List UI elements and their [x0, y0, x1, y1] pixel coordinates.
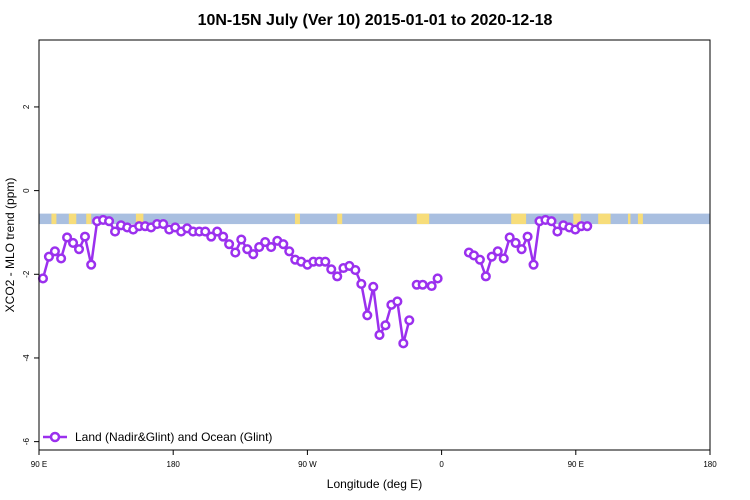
data-point	[480, 271, 491, 282]
y-tick-label: 0	[22, 188, 31, 193]
data-point	[432, 273, 443, 284]
land-band-segment	[598, 213, 611, 225]
x-tick-label: 90 E	[568, 460, 584, 469]
data-point	[284, 246, 295, 257]
data-point	[516, 244, 527, 255]
ocean-band	[39, 213, 710, 225]
data-point	[200, 226, 211, 237]
data-point	[474, 254, 485, 265]
data-point	[350, 265, 361, 276]
data-point	[510, 237, 521, 248]
y-tick-label: 2	[22, 104, 31, 109]
y-tick-label: -4	[22, 354, 31, 362]
land-band-segment	[86, 213, 92, 225]
data-point	[278, 239, 289, 250]
data-point	[404, 315, 415, 326]
chart-title: 10N-15N July (Ver 10) 2015-01-01 to 2020…	[198, 12, 553, 29]
data-point	[528, 259, 539, 270]
x-tick-label: 180	[167, 460, 181, 469]
data-point	[492, 246, 503, 257]
y-tick-label: -6	[22, 438, 31, 446]
data-point	[486, 251, 497, 262]
land-band-segment	[294, 213, 300, 225]
x-tick-label: 90 E	[31, 460, 47, 469]
data-point	[37, 273, 49, 284]
data-point	[266, 242, 277, 253]
land-band-segment	[337, 213, 343, 225]
data-point	[582, 221, 593, 232]
data-point	[49, 246, 60, 257]
data-point	[248, 249, 259, 260]
legend-marker	[49, 431, 61, 443]
data-point	[368, 281, 379, 292]
land-band-segment	[416, 213, 430, 225]
land-band-segment	[511, 213, 527, 225]
data-point	[62, 232, 73, 243]
y-axis-label: XCO2 - MLO trend (ppm)	[3, 178, 17, 313]
data-point	[260, 237, 271, 248]
data-point	[79, 231, 91, 242]
data-point	[109, 226, 121, 237]
x-tick-label: 90 W	[298, 460, 317, 469]
data-point	[380, 320, 391, 331]
series-land-ocean	[37, 214, 593, 349]
data-point	[498, 253, 509, 264]
data-point	[158, 219, 169, 230]
data-point	[73, 244, 85, 255]
x-tick-label: 180	[703, 460, 717, 469]
data-point	[218, 231, 229, 242]
plot-frame	[38, 39, 711, 451]
land-band-segment	[637, 213, 643, 225]
data-point	[504, 232, 515, 243]
data-point	[56, 253, 67, 264]
x-tick-label: 0	[439, 460, 444, 469]
data-point	[206, 231, 217, 242]
x-axis: 90 E 180 90 W 0 90 E 180	[31, 450, 717, 469]
data-point	[426, 280, 437, 292]
data-point	[356, 278, 367, 289]
legend: Land (Nadir&Glint) and Ocean (Glint)	[43, 430, 272, 444]
data-point	[417, 279, 428, 290]
data-point	[254, 242, 265, 253]
land-band-segment	[135, 213, 144, 225]
data-point	[86, 259, 97, 270]
land-band-segment	[573, 213, 581, 225]
data-point	[320, 256, 331, 267]
land-band-segment	[627, 213, 631, 225]
data-point	[212, 226, 223, 237]
data-point	[552, 226, 563, 237]
data-point	[242, 244, 253, 255]
x-axis-label: Longitude (deg E)	[327, 477, 422, 491]
land-band-segment	[51, 213, 57, 225]
data-point	[224, 239, 235, 250]
data-point	[374, 329, 385, 340]
data-point	[236, 234, 247, 245]
data-point	[43, 251, 54, 262]
data-point	[546, 216, 557, 227]
data-point	[230, 247, 241, 258]
y-axis: -6 -4 -2 0 2	[22, 104, 39, 445]
data-point	[332, 271, 343, 282]
land-band-segment	[68, 213, 77, 225]
data-point	[398, 338, 409, 349]
legend-label: Land (Nadir&Glint) and Ocean (Glint)	[75, 430, 272, 444]
data-point	[326, 264, 337, 275]
data-point	[104, 216, 115, 227]
data-point	[362, 310, 373, 321]
data-point	[67, 237, 79, 248]
data-point	[522, 231, 533, 242]
ocean-land-band	[39, 213, 710, 225]
data-point	[392, 296, 403, 307]
y-tick-label: -2	[22, 270, 31, 278]
